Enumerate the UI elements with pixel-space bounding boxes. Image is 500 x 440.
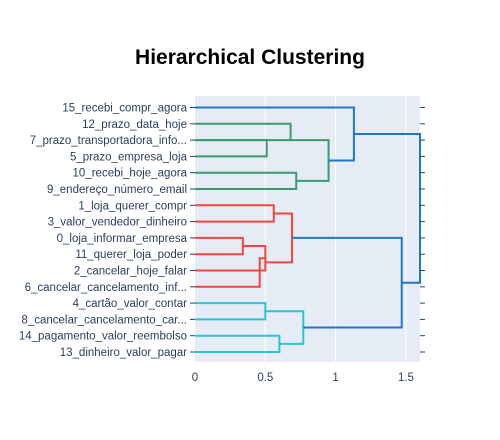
link-red	[195, 245, 267, 272]
link-cyan	[265, 310, 305, 345]
leaf-label: 12_prazo_data_hoje	[82, 119, 187, 131]
leaf-label: 10_recebi_hoje_agora	[73, 168, 188, 180]
x-tick-label: 1.5	[398, 372, 414, 384]
leaf-label: 8_cancelar_cancelamento_car...	[21, 314, 187, 326]
x-axis: 0 0.5 1 1.5	[192, 372, 414, 384]
link-root	[353, 132, 421, 284]
link-green	[195, 139, 268, 158]
x-tick-label: 0	[192, 372, 198, 384]
leaf-label: 4_cartão_valor_contar	[73, 298, 188, 310]
leaf-label: 3_valor_vendedor_dinheiro	[48, 217, 187, 229]
plot-area	[195, 96, 420, 362]
leaf-label: 14_pagamento_valor_reembolso	[19, 331, 187, 343]
chart-title: Hierarchical Clustering	[135, 46, 365, 69]
leaf-label: 9_endereço_número_email	[47, 184, 187, 196]
leaf-labels: 15_recebi_compr_agora 12_prazo_data_hoje 7…	[19, 103, 425, 359]
leaf-label: 5_prazo_empresa_loja	[70, 151, 188, 163]
leaf-label: 15_recebi_compr_agora	[62, 103, 187, 115]
x-tick-label: 0.5	[257, 372, 273, 384]
leaf-label: 0_loja_informar_empresa	[57, 233, 188, 245]
leaf-label: 6_cancelar_cancelamento_inf...	[25, 282, 187, 294]
leaf-label: 11_querer_loja_poder	[75, 249, 187, 261]
link-root	[195, 106, 355, 162]
dendrogram-links	[195, 106, 421, 353]
leaf-label: 1_loja_querer_compr	[78, 200, 187, 212]
x-tick-label: 1	[332, 372, 338, 384]
leaf-label: 7_prazo_transportadora_info...	[30, 135, 187, 147]
leaf-label: 13_dinheiro_valor_pagar	[60, 347, 187, 359]
link-red	[265, 212, 294, 264]
link-red	[195, 257, 266, 288]
leaf-label: 2_cancelar_hoje_falar	[74, 266, 187, 278]
